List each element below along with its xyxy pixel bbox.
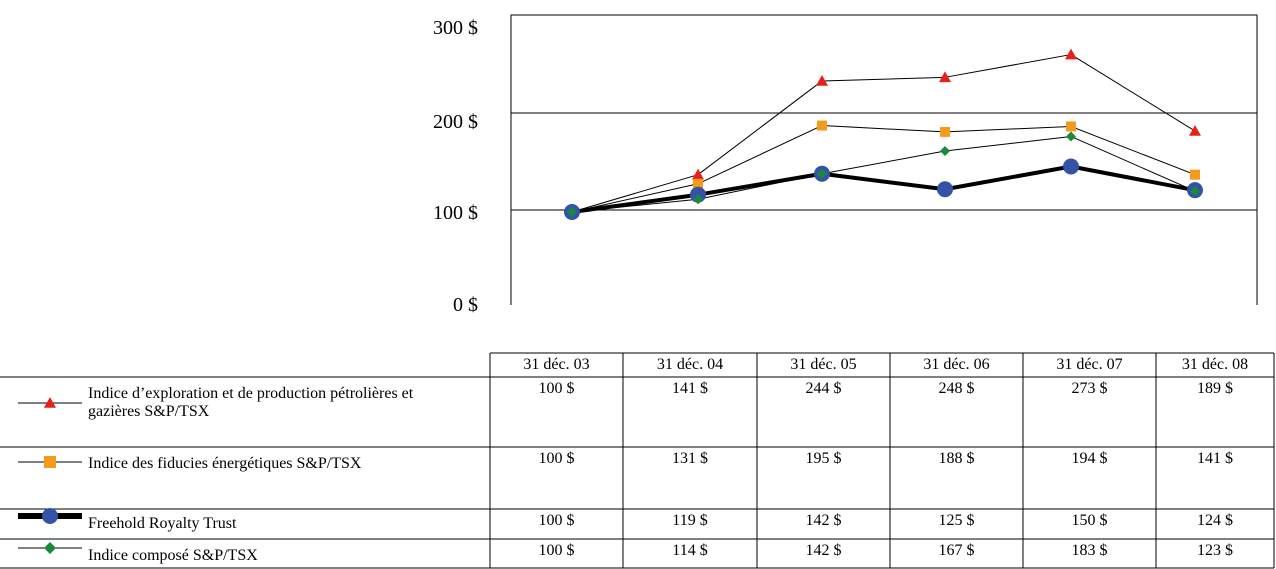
series-fiducies-marker (817, 120, 827, 131)
series-exploration-marker (1065, 48, 1077, 60)
value-cell: 141 $ (1197, 450, 1233, 467)
series-fiducies-marker (693, 178, 703, 189)
series-compose-line (571, 135, 1196, 213)
series-fiducies-marker (940, 126, 950, 137)
series-compose-marker (817, 168, 827, 179)
value-cell: 114 $ (672, 542, 708, 559)
series-freehold-marker (937, 181, 953, 198)
value-cell: 100 $ (538, 380, 575, 397)
series-label-fiducies: Indice des fiducies énergétiques S&P/TSX (88, 455, 362, 472)
series-freehold-line (571, 164, 1196, 214)
plot-border (510, 14, 1258, 305)
series-fiducies-legend-marker (44, 456, 56, 468)
value-cell: 131 $ (672, 450, 708, 467)
category-header: 31 déc. 03 (523, 356, 590, 373)
value-cell: 124 $ (1197, 512, 1233, 529)
value-cell: 125 $ (938, 512, 975, 529)
category-header: 31 déc. 08 (1181, 356, 1249, 373)
category-header: 31 déc. 04 (656, 356, 724, 373)
series-compose-marker (1190, 186, 1200, 197)
value-cell: 273 $ (1071, 380, 1108, 397)
series-exploration-marker (939, 71, 951, 83)
series-exploration-marker (1189, 125, 1201, 136)
value-cell: 100 $ (538, 542, 575, 559)
series-compose-marker (940, 146, 950, 157)
y-tick-100: 100 $ (433, 202, 478, 224)
value-cell: 194 $ (1071, 450, 1108, 467)
series-exploration-marker (816, 74, 828, 86)
series-fiducies-line (571, 125, 1196, 213)
value-cell: 100 $ (538, 512, 575, 529)
value-cell: 142 $ (805, 512, 842, 529)
value-cell: 100 $ (538, 450, 575, 467)
value-cell: 189 $ (1197, 380, 1233, 397)
value-cell: 123 $ (1197, 542, 1233, 559)
y-tick-0: 0 $ (453, 294, 478, 316)
value-cell: 248 $ (938, 380, 975, 397)
series-freehold-marker (1063, 158, 1079, 175)
series-exploration-line (571, 54, 1196, 213)
value-cell: 244 $ (805, 380, 842, 397)
series-exploration-legend-marker (44, 397, 56, 408)
series-freehold-legend-marker (42, 508, 58, 524)
category-header: 31 déc. 05 (790, 356, 857, 373)
series-exploration-marker (692, 168, 704, 180)
value-cell: 119 $ (672, 512, 708, 529)
category-header: 31 déc. 06 (923, 356, 990, 373)
category-header: 31 déc. 07 (1056, 356, 1123, 373)
series-compose-marker (1066, 131, 1076, 142)
value-cell: 183 $ (1071, 542, 1108, 559)
series-fiducies-marker (1190, 169, 1200, 180)
value-cell: 167 $ (938, 542, 975, 559)
series-compose-legend-marker (44, 542, 56, 554)
series-label-compose: Indice composé S&P/TSX (88, 547, 258, 564)
value-cell: 195 $ (805, 450, 842, 467)
series-compose-marker (693, 194, 703, 205)
value-cell: 150 $ (1071, 512, 1108, 529)
y-tick-200: 200 $ (433, 111, 478, 133)
series-label-freehold: Freehold Royalty Trust (88, 515, 237, 532)
series-compose-marker (567, 207, 577, 217)
series-label-exploration: Indice d’exploration et de production pé… (88, 385, 414, 420)
series-fiducies-marker (1066, 121, 1076, 132)
y-tick-300: 300 $ (433, 17, 478, 39)
value-cell: 188 $ (938, 450, 975, 467)
value-cell: 141 $ (672, 380, 708, 397)
value-cell: 142 $ (805, 542, 842, 559)
